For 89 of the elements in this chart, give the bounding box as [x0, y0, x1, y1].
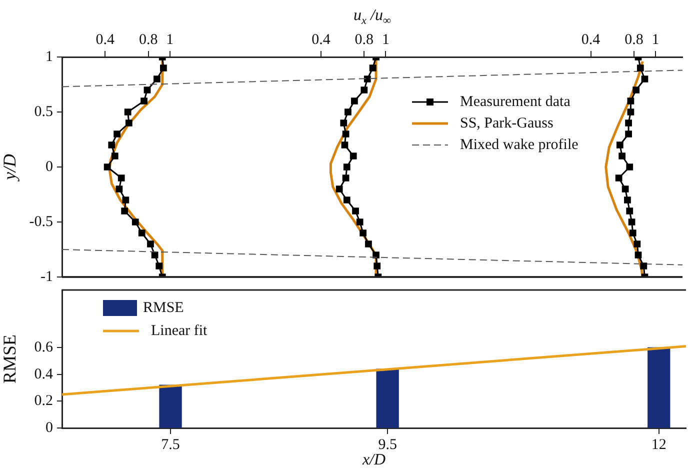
point	[625, 130, 632, 138]
point	[352, 208, 359, 214]
x-tick-label: 0.4	[96, 32, 116, 48]
point	[360, 230, 367, 236]
point	[365, 240, 372, 248]
legend-label: Mixed wake profile	[460, 136, 579, 153]
legend-label: SS, Park-Gauss	[460, 115, 554, 132]
y-tick-label: 0.5	[34, 104, 53, 120]
point	[626, 164, 634, 170]
point	[615, 174, 622, 182]
point	[372, 252, 380, 258]
point	[369, 64, 376, 72]
point	[151, 252, 158, 258]
point	[121, 208, 128, 214]
point	[641, 76, 648, 82]
point	[343, 196, 350, 204]
point	[629, 230, 636, 236]
point	[154, 76, 160, 82]
point	[634, 240, 641, 248]
x-tick-label: 0.8	[354, 32, 374, 48]
point	[374, 262, 381, 270]
x-tick-label: 0.8	[624, 32, 644, 48]
x-tick-label: 7.5	[161, 436, 180, 453]
point	[640, 262, 648, 270]
y-tick-label: 0.4	[34, 366, 54, 382]
x-tick-label: 1	[166, 32, 174, 48]
point	[114, 130, 120, 138]
x-tick-label: 0.4	[312, 32, 331, 48]
x-axis-title: x/D	[361, 452, 386, 469]
y-tick-label: 0.6	[34, 340, 54, 356]
point	[628, 218, 636, 226]
y-tick-label: 0.2	[34, 393, 53, 410]
y-tick-label: -0.5	[29, 214, 53, 230]
point	[364, 76, 371, 82]
point	[108, 142, 116, 148]
point	[124, 108, 132, 116]
y-tick-label: 0	[46, 158, 53, 175]
bar	[159, 384, 182, 428]
y-tick-label: 0	[46, 420, 53, 436]
point	[625, 120, 632, 126]
point	[618, 152, 626, 160]
bar	[376, 368, 399, 428]
point	[341, 142, 348, 148]
point	[125, 120, 132, 126]
point	[636, 64, 644, 72]
point	[343, 164, 350, 170]
x-tick-label: 9.5	[378, 436, 397, 453]
point	[360, 86, 368, 94]
point	[634, 252, 642, 258]
point	[138, 230, 146, 236]
y-tick-label: -1	[40, 268, 53, 285]
point	[104, 164, 111, 170]
x-tick-label: 0.8	[138, 32, 158, 48]
x-tick-label: 1	[652, 32, 660, 48]
point	[626, 208, 634, 214]
point	[622, 186, 629, 192]
point	[160, 64, 167, 72]
x-tick-label: 1	[382, 32, 390, 48]
point	[118, 174, 125, 182]
point	[336, 186, 343, 192]
point	[342, 174, 350, 182]
point	[122, 196, 130, 204]
point	[627, 108, 634, 116]
x-tick-label: 12	[651, 436, 666, 453]
legend-label: RMSE	[143, 300, 184, 316]
point	[342, 130, 350, 138]
point	[616, 142, 624, 148]
point	[340, 120, 348, 126]
legend-label: Linear fit	[151, 322, 208, 339]
point	[116, 186, 123, 192]
point	[140, 98, 148, 104]
y-tick-label: 1	[46, 48, 53, 65]
point	[156, 262, 163, 270]
legend-label: Measurement data	[460, 94, 571, 110]
x-tick-label: 0.4	[581, 32, 601, 48]
point	[132, 218, 139, 226]
point	[356, 218, 364, 226]
point	[624, 196, 631, 204]
y-axis-title: y/D	[0, 154, 20, 182]
point	[350, 152, 357, 160]
y-axis-title: RMSE	[0, 334, 20, 384]
point	[627, 98, 634, 104]
point	[351, 98, 358, 104]
point	[147, 240, 154, 248]
point	[344, 108, 352, 116]
bar	[648, 347, 670, 428]
point	[144, 86, 151, 94]
point	[632, 86, 640, 94]
point	[111, 152, 118, 160]
